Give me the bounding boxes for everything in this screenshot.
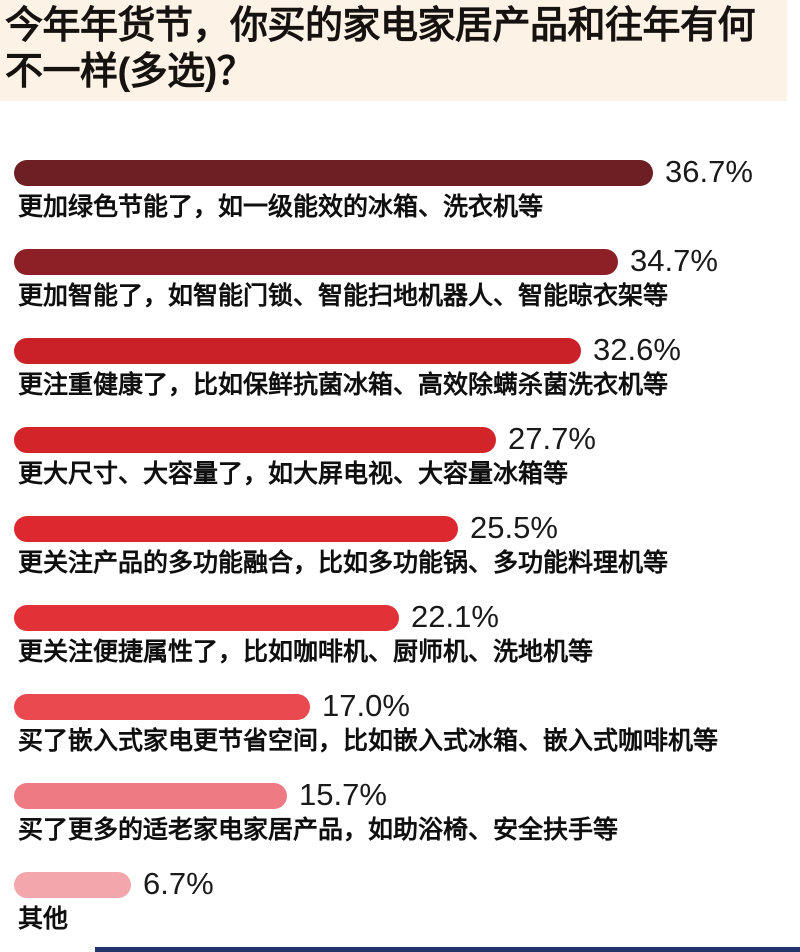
value-label: 6.7% — [143, 866, 214, 901]
category-label: 更注重健康了，比如保鲜抗菌冰箱、高效除螨杀菌洗衣机等 — [18, 371, 669, 399]
category-label: 买了嵌入式家电更节省空间，比如嵌入式冰箱、嵌入式咖啡机等 — [18, 727, 719, 755]
chart-row: 34.7% 更加智能了，如智能门锁、智能扫地机器人、智能晾衣架等 — [0, 244, 800, 319]
category-label: 其他 — [18, 905, 69, 933]
category-label: 更关注便捷属性了，比如咖啡机、厨师机、洗地机等 — [18, 638, 594, 666]
chart-row: 36.7% 更加绿色节能了，如一级能效的冰箱、洗衣机等 — [0, 155, 800, 230]
category-label: 更关注产品的多功能融合，比如多功能锅、多功能料理机等 — [18, 549, 669, 577]
value-label: 32.6% — [593, 332, 681, 367]
chart-row: 27.7% 更大尺寸、大容量了，如大屏电视、大容量冰箱等 — [0, 422, 800, 497]
category-label: 更大尺寸、大容量了，如大屏电视、大容量冰箱等 — [18, 460, 569, 488]
category-label: 更加智能了，如智能门锁、智能扫地机器人、智能晾衣架等 — [18, 282, 669, 310]
chart-row: 6.7% 其他 — [0, 867, 800, 942]
bar-segment — [14, 427, 496, 453]
bar-segment — [14, 249, 618, 275]
value-label: 36.7% — [665, 154, 753, 189]
category-label: 更加绿色节能了，如一级能效的冰箱、洗衣机等 — [18, 193, 544, 221]
value-label: 34.7% — [630, 243, 718, 278]
bar-segment — [14, 872, 131, 898]
page-title: 今年年货节，你买的家电家居产品和往年有何不一样(多选)？ — [5, 5, 756, 93]
title-banner: 今年年货节，你买的家电家居产品和往年有何不一样(多选)？ — [0, 0, 787, 101]
bar-segment — [14, 338, 581, 364]
bar-segment — [14, 783, 287, 809]
value-label: 22.1% — [411, 599, 499, 634]
footer-strip — [95, 947, 800, 952]
chart-row: 25.5% 更关注产品的多功能融合，比如多功能锅、多功能料理机等 — [0, 511, 800, 586]
value-label: 17.0% — [322, 688, 410, 723]
bar-segment — [14, 160, 653, 186]
chart-row: 15.7% 买了更多的适老家电家居产品，如助浴椅、安全扶手等 — [0, 778, 800, 853]
value-label: 25.5% — [470, 510, 558, 545]
bar-segment — [14, 516, 458, 542]
chart-row: 17.0% 买了嵌入式家电更节省空间，比如嵌入式冰箱、嵌入式咖啡机等 — [0, 689, 800, 764]
category-label: 买了更多的适老家电家居产品，如助浴椅、安全扶手等 — [18, 816, 619, 844]
bar-segment — [14, 605, 399, 631]
value-label: 27.7% — [508, 421, 596, 456]
chart-row: 22.1% 更关注便捷属性了，比如咖啡机、厨师机、洗地机等 — [0, 600, 800, 675]
bar-segment — [14, 694, 310, 720]
value-label: 15.7% — [299, 777, 387, 812]
chart-row: 32.6% 更注重健康了，比如保鲜抗菌冰箱、高效除螨杀菌洗衣机等 — [0, 333, 800, 408]
